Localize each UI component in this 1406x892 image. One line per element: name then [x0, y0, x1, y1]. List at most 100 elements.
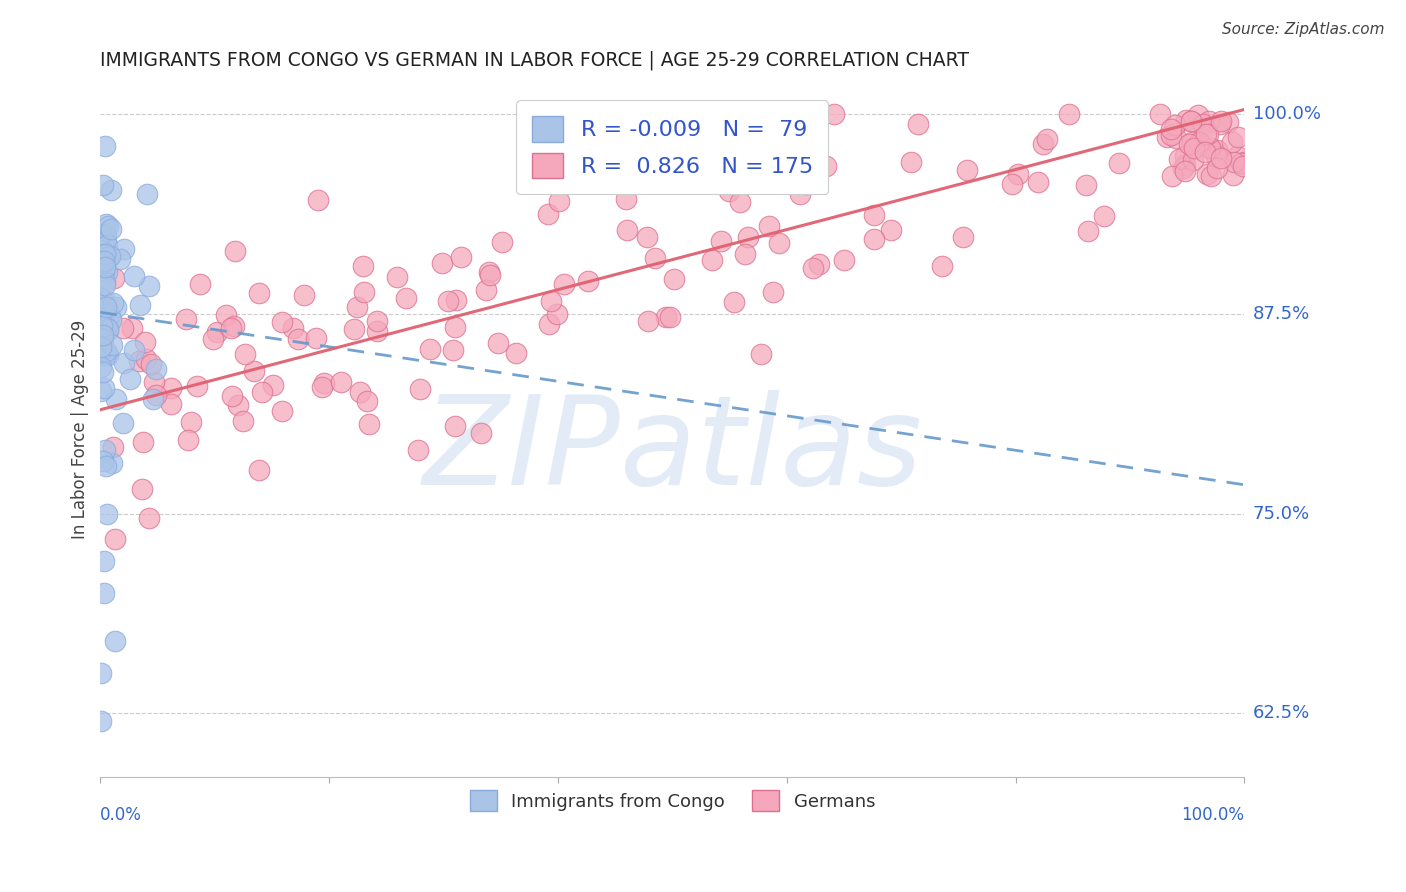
Point: [863, 232, 886, 246]
Point: [450, 250, 472, 264]
Point: [100, 313, 122, 327]
Point: [96, 251, 118, 265]
Point: [655, 310, 678, 324]
Point: [353, 285, 375, 300]
Point: [118, 372, 141, 386]
Point: [177, 433, 200, 447]
Point: [728, 195, 751, 210]
Point: [93, 554, 115, 568]
Point: [93, 252, 115, 267]
Point: [96, 235, 118, 250]
Point: [90, 384, 112, 399]
Point: [737, 229, 759, 244]
Point: [91, 178, 114, 192]
Point: [270, 315, 292, 329]
Point: [98, 249, 121, 263]
Point: [823, 107, 845, 121]
Point: [1074, 178, 1097, 193]
Point: [138, 510, 160, 524]
Point: [91, 256, 114, 270]
Point: [215, 308, 238, 322]
Point: [1164, 130, 1187, 145]
Point: [1175, 113, 1198, 128]
Point: [436, 294, 458, 309]
Point: [93, 342, 115, 356]
Point: [1149, 107, 1171, 121]
Point: [1164, 118, 1187, 132]
Point: [1192, 117, 1215, 131]
Point: [112, 417, 135, 431]
Point: [96, 227, 118, 242]
Point: [262, 377, 284, 392]
Point: [444, 419, 467, 434]
Point: [475, 283, 498, 297]
Point: [1226, 149, 1249, 163]
Point: [101, 338, 124, 352]
Point: [122, 343, 145, 357]
Point: [247, 286, 270, 301]
Point: [143, 376, 166, 390]
Point: [94, 217, 117, 231]
Point: [1174, 149, 1197, 163]
Point: [768, 236, 790, 251]
Point: [723, 294, 745, 309]
Point: [97, 322, 120, 336]
Point: [233, 347, 256, 361]
Point: [94, 293, 117, 308]
Point: [129, 298, 152, 312]
Point: [395, 291, 418, 305]
Point: [710, 234, 733, 248]
Point: [91, 454, 114, 468]
Point: [1209, 117, 1232, 131]
Point: [553, 277, 575, 291]
Point: [232, 414, 254, 428]
Point: [1232, 159, 1254, 173]
Point: [1057, 107, 1080, 121]
Point: [219, 321, 242, 335]
Point: [1032, 136, 1054, 151]
Point: [90, 236, 112, 251]
Point: [1195, 128, 1218, 142]
Text: Source: ZipAtlas.com: Source: ZipAtlas.com: [1222, 22, 1385, 37]
Point: [1001, 177, 1024, 191]
Text: ZIPatlas: ZIPatlas: [422, 390, 922, 511]
Point: [1036, 132, 1059, 146]
Point: [1180, 114, 1202, 128]
Point: [91, 332, 114, 346]
Text: IMMIGRANTS FROM CONGO VS GERMAN IN LABOR FORCE | AGE 25-29 CORRELATION CHART: IMMIGRANTS FROM CONGO VS GERMAN IN LABOR…: [100, 51, 969, 70]
Point: [387, 269, 409, 284]
Point: [90, 275, 112, 289]
Point: [98, 308, 121, 322]
Point: [101, 456, 124, 470]
Point: [145, 361, 167, 376]
Point: [952, 229, 974, 244]
Point: [91, 365, 114, 379]
Point: [537, 207, 560, 221]
Point: [441, 343, 464, 358]
Point: [94, 247, 117, 261]
Point: [101, 440, 124, 454]
Point: [94, 300, 117, 314]
Point: [142, 392, 165, 407]
Text: 87.5%: 87.5%: [1253, 305, 1310, 323]
Point: [808, 257, 831, 271]
Point: [94, 260, 117, 275]
Point: [131, 482, 153, 496]
Point: [93, 276, 115, 290]
Point: [794, 116, 817, 130]
Point: [718, 184, 741, 198]
Point: [93, 248, 115, 262]
Point: [93, 254, 115, 268]
Point: [1026, 175, 1049, 189]
Point: [956, 163, 979, 178]
Point: [1156, 130, 1178, 145]
Point: [444, 320, 467, 334]
Point: [104, 392, 127, 407]
Point: [1160, 121, 1182, 136]
Point: [176, 312, 198, 326]
Point: [1197, 127, 1219, 141]
Point: [90, 714, 112, 728]
Point: [111, 321, 134, 335]
Point: [135, 187, 157, 202]
Point: [97, 323, 120, 337]
